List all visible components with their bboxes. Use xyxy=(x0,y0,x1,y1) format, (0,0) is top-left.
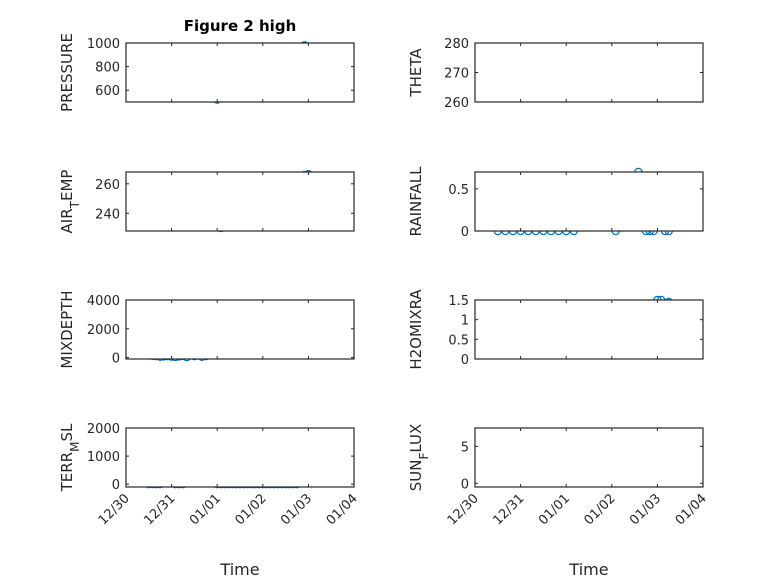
y-tick-label: 5 xyxy=(461,440,469,455)
y-tick-label: 800 xyxy=(95,61,120,76)
x-tick-label: 01/04 xyxy=(324,491,361,528)
axes-box xyxy=(474,42,704,103)
axes-box xyxy=(125,299,355,360)
subplot-pressure: 600 800 1000 PRESSURE Figure 2 high xyxy=(58,17,355,112)
axes-box xyxy=(125,427,355,488)
y-tick-label: 600 xyxy=(95,84,120,99)
y-tick-label: 0 xyxy=(112,352,120,367)
y-axis-label: H2OMIXRA xyxy=(407,289,425,370)
x-tick-label: 12/31 xyxy=(490,491,527,528)
axes-box xyxy=(125,171,355,232)
chart-title: Figure 2 high xyxy=(184,17,297,35)
axes-box xyxy=(474,299,704,360)
y-tick-label: 0 xyxy=(461,477,469,492)
y-axis-label: MIXDEPTH xyxy=(58,290,76,368)
y-tick-label: 260 xyxy=(95,178,120,193)
y-tick-label: 270 xyxy=(444,67,469,82)
x-tick-label: 01/02 xyxy=(233,491,270,528)
y-tick-label: 0 xyxy=(461,225,469,240)
x-tick-label: 01/02 xyxy=(582,491,619,528)
subplot-sun_flux: 0 5 SUNFLUX 12/30 12/31 01/01 01/02 01/03 01/04 T… xyxy=(407,424,710,579)
subplot-air_temp: 240 260 AIRTEMP xyxy=(58,170,355,234)
x-tick-label: 01/03 xyxy=(278,491,315,528)
subplot-rainfall: 0 0.5 RAINFALL xyxy=(407,166,704,240)
y-tick-label: 0.5 xyxy=(448,183,469,198)
x-tick-label: 01/03 xyxy=(627,491,664,528)
x-tick-label: 01/01 xyxy=(536,491,573,528)
y-axis-label: RAINFALL xyxy=(407,166,425,237)
subplot-theta: 260 270 280 THETA xyxy=(407,37,704,111)
y-tick-label: 0 xyxy=(112,478,120,493)
x-tick-label: 01/04 xyxy=(673,491,710,528)
subplot-h2omixra: 0 0.5 1 1.5 H2OMIXRA xyxy=(407,289,704,370)
y-tick-label: 2000 xyxy=(87,422,120,437)
y-tick-label: 260 xyxy=(444,96,469,111)
y-axis-label: SUNFLUX xyxy=(407,424,431,492)
y-tick-label: 1000 xyxy=(87,37,120,52)
y-axis-label: PRESSURE xyxy=(58,33,76,112)
y-tick-label: 2000 xyxy=(87,323,120,338)
x-axis-label: Time xyxy=(568,560,608,579)
x-tick-label: 12/30 xyxy=(96,491,133,528)
x-tick-label: 01/01 xyxy=(187,491,224,528)
x-tick-label: 12/31 xyxy=(141,491,178,528)
x-axis-label: Time xyxy=(219,560,259,579)
subplot-mixdepth: 0 2000 4000 MIXDEPTH xyxy=(58,290,355,369)
y-tick-label: 0 xyxy=(461,353,469,368)
axes-box xyxy=(474,427,704,488)
x-tick-label: 12/30 xyxy=(445,491,482,528)
y-axis-label: THETA xyxy=(407,48,425,98)
y-tick-label: 1 xyxy=(461,314,469,329)
axes-box xyxy=(125,42,355,103)
axes-box xyxy=(474,171,704,232)
y-tick-label: 280 xyxy=(444,37,469,52)
y-tick-label: 1.5 xyxy=(448,294,469,309)
y-axis-label: TERRMSL xyxy=(58,423,82,492)
y-tick-label: 240 xyxy=(95,207,120,222)
y-tick-label: 0.5 xyxy=(448,333,469,348)
y-tick-label: 1000 xyxy=(87,450,120,465)
y-tick-label: 4000 xyxy=(87,294,120,309)
y-axis-label: AIRTEMP xyxy=(58,170,82,234)
